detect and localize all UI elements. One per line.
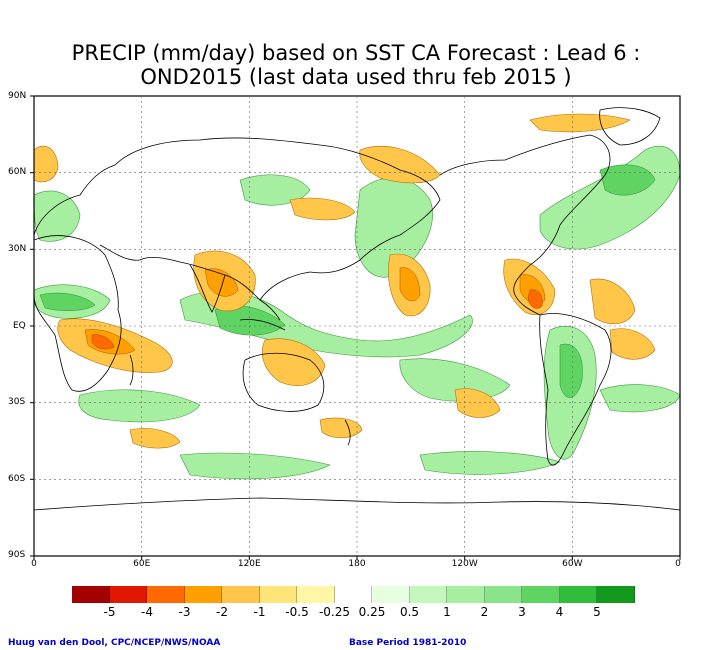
lon-label-120e: 120E [237,559,261,569]
legend-swatch [484,586,522,603]
lon-label-60w: 60W [562,559,583,569]
legend-swatch [109,586,147,603]
lat-label-90s: 90S [8,550,26,560]
legend-swatch [147,586,185,603]
precip-field [34,113,680,480]
legend-swatch [259,586,297,603]
legend-label: -0.25 [318,605,351,619]
graticule [34,96,680,556]
credit-text: Huug van den Dool, CPC/NCEP/NWS/NOAA [8,638,221,648]
lon-label-180: 180 [348,559,366,569]
lat-label-30s: 30S [8,397,26,407]
legend-label: -3 [178,605,191,619]
legend-swatch [297,586,335,603]
legend-swatch [334,586,372,603]
legend-swatch [409,586,447,603]
lat-label-eq: EQ [13,321,26,331]
color-legend [72,586,635,603]
legend-label: 5 [593,605,601,619]
lon-label-60e: 60E [133,559,151,569]
legend-label: -5 [103,605,116,619]
legend-swatch [72,586,110,603]
lat-label-60n: 60N [8,167,27,177]
lat-label-90n: 90N [8,91,27,101]
legend-label: -0.5 [285,605,309,619]
legend-swatch [184,586,222,603]
lat-label-30n: 30N [8,244,27,254]
map-title-line2: OND2015 (last data used thru feb 2015 ) [140,65,572,89]
legend-label: 1 [443,605,451,619]
coastlines [34,107,680,511]
legend-label: -1 [253,605,266,619]
legend-label: 2 [480,605,489,619]
legend-swatch [372,586,410,603]
legend-label: -4 [141,605,153,619]
map-title-line1: PRECIP (mm/day) based on SST CA Forecast… [71,41,641,65]
legend-label: 0.5 [399,605,420,619]
legend-swatch [597,586,635,603]
lon-label-0: 0 [31,559,37,569]
legend-label: 0.25 [358,605,386,619]
lon-label-120w: 120W [451,559,478,569]
legend-label: 3 [518,605,526,619]
legend-label: -2 [216,605,228,619]
legend-swatch [447,586,485,603]
lat-label-60s: 60S [8,474,26,484]
legend-swatch [522,586,560,603]
base-period-text: Base Period 1981-2010 [349,638,467,648]
lon-label-0-east: 0 [675,559,681,569]
legend-swatch [222,586,260,603]
legend-swatch [559,586,597,603]
legend-label: 4 [555,605,564,619]
axis-ticks [30,95,681,560]
